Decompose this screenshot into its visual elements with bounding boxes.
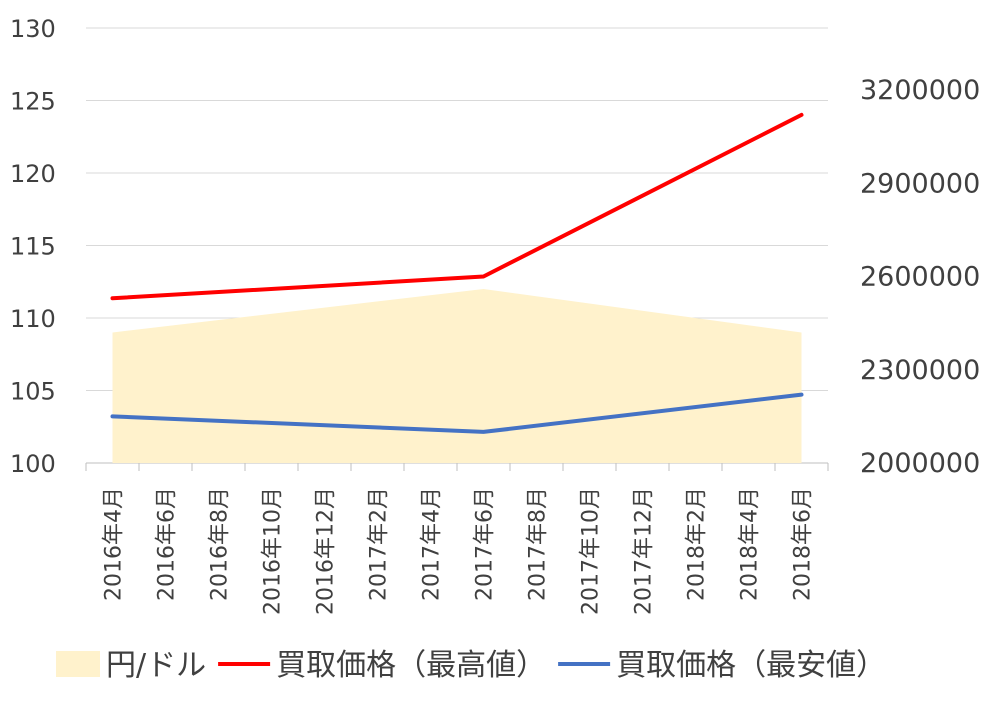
area-series-yen-dollar [112, 289, 802, 463]
legend-swatch-area [56, 651, 100, 677]
y-axis-right: 2000000 2300000 2600000 2900000 3200000 [860, 75, 980, 479]
line-series-max-price [110, 112, 804, 301]
y-right-tick-label: 2900000 [860, 168, 980, 199]
y-left-tick-label: 110 [10, 305, 56, 333]
x-tick-label: 2018年4月 [738, 487, 763, 601]
y-left-tick-label: 100 [10, 450, 56, 478]
y-left-tick-label: 130 [10, 15, 56, 43]
x-tick-label: 2016年4月 [102, 487, 127, 601]
y-right-tick-label: 3200000 [860, 75, 980, 106]
legend-label: 円/ドル [106, 648, 206, 683]
x-tick-label: 2016年6月 [155, 487, 180, 601]
x-tick-label: 2018年6月 [791, 487, 816, 601]
x-tick-label: 2017年2月 [367, 487, 392, 601]
y-left-tick-label: 105 [10, 378, 56, 406]
line-series-layer [110, 112, 804, 434]
x-tick-label: 2016年10月 [261, 487, 286, 615]
y-right-tick-label: 2600000 [860, 262, 980, 293]
y-right-tick-label: 2300000 [860, 355, 980, 386]
y-right-tick-label: 2000000 [860, 448, 980, 479]
legend-label: 買取価格（最安値） [616, 648, 886, 683]
x-tick-label: 2018年2月 [685, 487, 710, 601]
x-tick-label: 2017年10月 [579, 487, 604, 615]
x-tick-label: 2017年8月 [526, 487, 551, 601]
y-left-tick-label: 115 [10, 233, 56, 261]
x-tick-label: 2017年12月 [632, 487, 657, 615]
legend-label: 買取価格（最高値） [276, 648, 546, 683]
y-axis-left: 100 105 110 115 120 125 130 [10, 15, 56, 478]
x-tick-label: 2016年8月 [208, 487, 233, 601]
x-tick-label: 2017年4月 [420, 487, 445, 601]
x-axis: 2016年4月 2016年6月 2016年8月 2016年10月 2016年12月 201… [85, 463, 829, 615]
y-left-tick-label: 120 [10, 160, 56, 188]
area-series-layer [112, 289, 802, 463]
x-tick-label: 2017年6月 [473, 487, 498, 601]
line-series-min-price [110, 392, 804, 434]
legend: 円/ドル 買取価格（最高値） 買取価格（最安値） [56, 648, 886, 683]
x-tick-label: 2016年12月 [314, 487, 339, 615]
y-left-tick-label: 125 [10, 88, 56, 116]
